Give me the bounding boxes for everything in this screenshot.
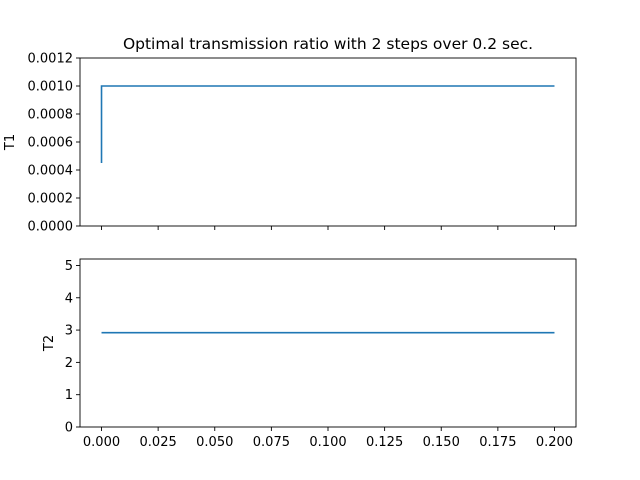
chart-title: Optimal transmission ratio with 2 steps … (123, 35, 533, 53)
x-tick-label-1-3: 0.075 (253, 435, 290, 450)
x-tick-label-1-7: 0.175 (479, 435, 516, 450)
y-tick-label-1-2: 2 (65, 356, 73, 371)
y-tick-label-0-3: 0.0006 (28, 136, 74, 151)
y-axis-label-1: T2 (42, 335, 57, 352)
series-line-0-0 (100, 85, 555, 163)
y-tick-label-1-5: 5 (65, 259, 73, 274)
y-tick-label-0-2: 0.0004 (28, 164, 74, 179)
y-tick-label-1-1: 1 (65, 388, 73, 403)
y-tick-label-0-4: 0.0008 (28, 108, 74, 123)
x-tick-label-1-0: 0.000 (83, 435, 120, 450)
x-tick-label-1-1: 0.025 (140, 435, 177, 450)
y-tick-label-1-0: 0 (65, 421, 73, 436)
x-tick-label-1-4: 0.100 (309, 435, 346, 450)
y-tick-label-0-5: 0.0010 (28, 80, 74, 95)
y-tick-label-1-4: 4 (65, 291, 73, 306)
x-tick-label-1-8: 0.200 (536, 435, 573, 450)
y-tick-label-1-3: 3 (65, 324, 73, 339)
y-tick-label-0-6: 0.0012 (28, 52, 74, 67)
x-tick-label-1-5: 0.125 (366, 435, 403, 450)
x-tick-label-1-6: 0.150 (423, 435, 460, 450)
y-tick-label-0-0: 0.0000 (28, 220, 74, 235)
y-tick-label-0-1: 0.0002 (28, 192, 74, 207)
x-tick-label-1-2: 0.050 (196, 435, 233, 450)
subplot-t1: 0.0000 0.0002 0.0004 0.0006 0.0008 0.0010 0.00… (3, 52, 577, 235)
y-axis-label-0: T1 (3, 134, 18, 151)
subplot-t2: 0 1 2 3 4 5 0.000 0.025 0.050 0.075 0.100 0.125 0.15… (42, 258, 577, 450)
